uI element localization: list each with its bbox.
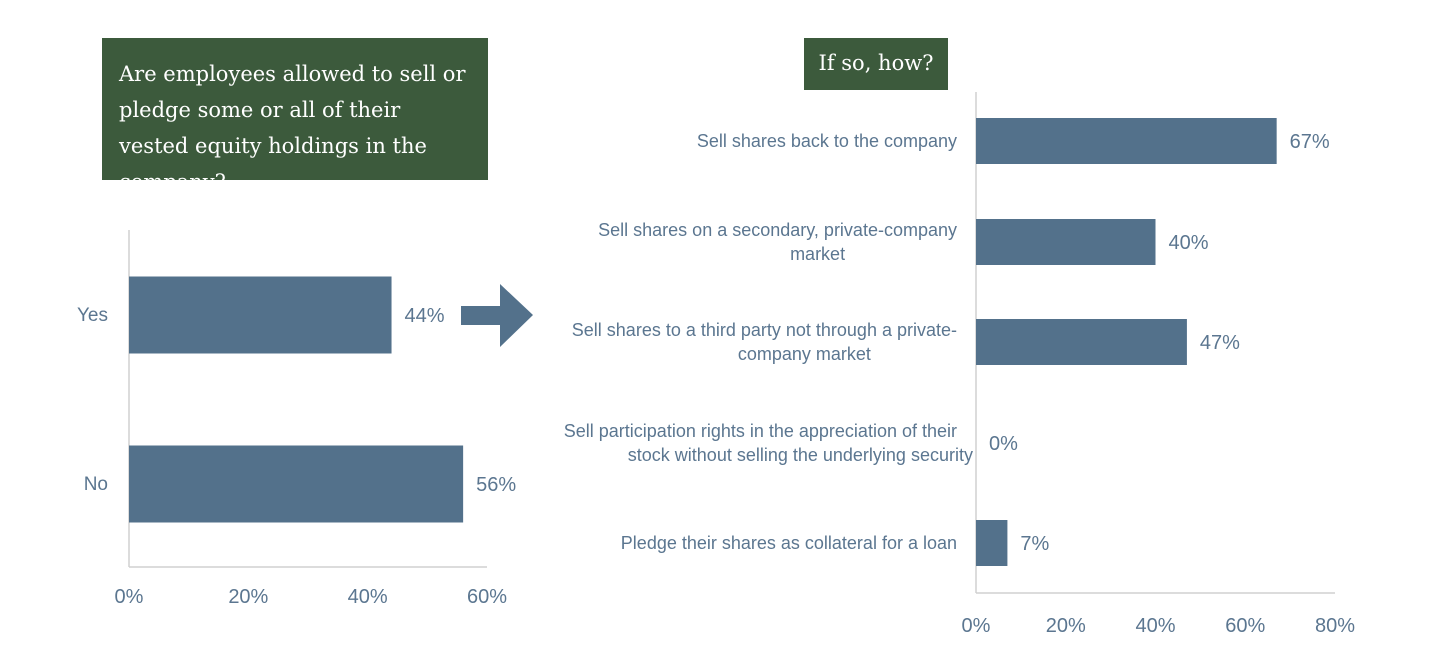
category-label: stock without selling the underlying sec… xyxy=(628,445,973,465)
bar-value-label: 56% xyxy=(476,474,516,496)
category-label: market xyxy=(790,244,845,264)
category-label: Sell shares back to the company xyxy=(697,131,957,151)
x-tick-label: 20% xyxy=(228,586,268,608)
category-label: company market xyxy=(738,344,871,364)
category-label: Sell participation rights in the appreci… xyxy=(564,421,957,441)
right-arrow-icon xyxy=(461,284,533,347)
category-label: Sell shares on a secondary, private-comp… xyxy=(598,220,957,240)
bar-value-label: 47% xyxy=(1200,332,1240,354)
category-label: Yes xyxy=(77,305,108,326)
right-bar-chart: 0% 20% 40% 60% 80% 67% Sell shares back to the… xyxy=(564,92,1355,637)
bar-value-label: 0% xyxy=(989,433,1018,455)
left-chart-title: Are employees allowed to sell or pledge … xyxy=(102,38,488,194)
x-tick-label: 20% xyxy=(1046,615,1086,637)
bar xyxy=(976,219,1156,265)
bar xyxy=(976,319,1187,365)
bar xyxy=(129,276,392,354)
x-tick-label: 40% xyxy=(348,586,388,608)
x-tick-label: 60% xyxy=(1225,615,1265,637)
right-chart-title: If so, how? xyxy=(804,38,948,90)
bar-value-label: 67% xyxy=(1290,131,1330,153)
x-tick-label: 80% xyxy=(1315,615,1355,637)
bar-value-label: 7% xyxy=(1020,533,1049,555)
bar xyxy=(976,520,1008,566)
x-tick-label: 0% xyxy=(115,586,144,608)
x-tick-label: 60% xyxy=(467,586,507,608)
x-tick-label: 40% xyxy=(1135,615,1175,637)
x-tick-label: 0% xyxy=(962,615,991,637)
bar-value-label: 40% xyxy=(1169,232,1209,254)
bar xyxy=(976,118,1277,164)
bar xyxy=(129,445,464,523)
category-label: Pledge their shares as collateral for a … xyxy=(621,533,957,553)
category-label: Sell shares to a third party not through… xyxy=(572,320,957,340)
left-bar-chart: 0% 20% 40% 60% 44% Yes 56% No xyxy=(77,230,516,608)
bar-value-label: 44% xyxy=(405,305,445,327)
category-label: No xyxy=(84,474,108,495)
